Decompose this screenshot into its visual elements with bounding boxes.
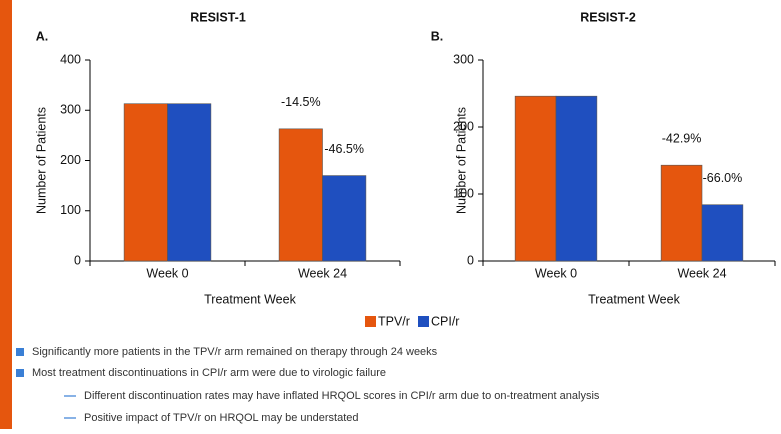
y-tick-label: 100 — [453, 186, 474, 200]
y-axis-label: Number of Patients — [34, 107, 48, 214]
bar — [123, 103, 168, 262]
side-bar — [0, 0, 12, 429]
legend-swatch — [418, 316, 429, 327]
panel-label: A. — [36, 29, 49, 43]
x-tick-label: Week 24 — [677, 266, 726, 280]
x-tick-label: Week 0 — [146, 266, 188, 280]
x-tick-label: Week 24 — [298, 266, 347, 280]
bar — [555, 95, 598, 262]
legend-label: CPI/r — [431, 314, 459, 328]
y-axis-label: Number of Patients — [454, 107, 468, 214]
bar — [322, 175, 367, 262]
bar — [514, 95, 557, 262]
bar — [701, 204, 744, 262]
sub-bullet-text: Positive impact of TPV/r on HRQOL may be… — [84, 412, 359, 424]
bar — [278, 128, 323, 262]
bullet-marker — [16, 369, 24, 377]
y-tick-label: 200 — [453, 119, 474, 133]
legend-label: TPV/r — [378, 314, 410, 328]
x-axis-label: Treatment Week — [588, 292, 680, 306]
bar-annotation: -66.0% — [703, 171, 743, 185]
bar-annotation: -14.5% — [281, 95, 321, 109]
panel-label: B. — [431, 29, 444, 43]
bar-annotation: -42.9% — [662, 131, 702, 145]
y-tick-label: 0 — [467, 253, 474, 267]
y-tick-label: 400 — [60, 52, 81, 66]
bar — [167, 103, 212, 262]
bar — [660, 164, 703, 262]
x-tick-label: Week 0 — [535, 266, 577, 280]
y-tick-label: 200 — [60, 153, 81, 167]
bullet-marker — [16, 348, 24, 356]
y-tick-label: 0 — [74, 253, 81, 267]
chart-title: RESIST-1 — [190, 10, 246, 24]
y-tick-label: 100 — [60, 203, 81, 217]
y-tick-label: 300 — [60, 103, 81, 117]
bullet-text: Significantly more patients in the TPV/r… — [32, 346, 438, 358]
bar-annotation: -46.5% — [324, 142, 364, 156]
legend-swatch — [365, 316, 376, 327]
sub-bullet-text: Different discontinuation rates may have… — [84, 390, 600, 402]
y-tick-label: 300 — [453, 52, 474, 66]
bullet-text: Most treatment discontinuations in CPI/r… — [32, 367, 386, 379]
x-axis-label: Treatment Week — [204, 292, 296, 306]
chart-title: RESIST-2 — [580, 10, 636, 24]
